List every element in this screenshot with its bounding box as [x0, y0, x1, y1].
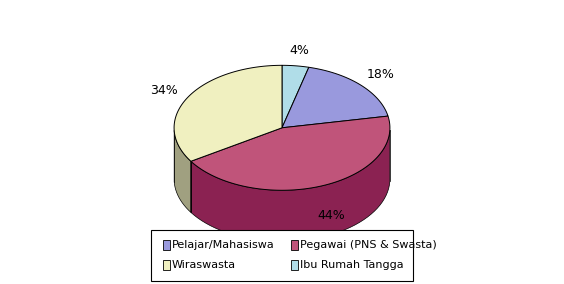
- Polygon shape: [174, 130, 191, 212]
- Bar: [290, 260, 298, 270]
- Polygon shape: [191, 130, 390, 241]
- Bar: [290, 240, 298, 250]
- Text: 18%: 18%: [367, 68, 394, 81]
- Text: 34%: 34%: [150, 84, 178, 97]
- Bar: [163, 240, 170, 250]
- Text: 4%: 4%: [289, 44, 309, 57]
- Polygon shape: [282, 67, 388, 128]
- Text: Ibu Rumah Tangga: Ibu Rumah Tangga: [300, 260, 403, 270]
- Text: Pelajar/Mahasiswa: Pelajar/Mahasiswa: [172, 240, 275, 250]
- Text: 44%: 44%: [318, 209, 346, 222]
- Polygon shape: [191, 116, 390, 190]
- Text: Wiraswasta: Wiraswasta: [172, 260, 236, 270]
- Polygon shape: [282, 65, 309, 128]
- Polygon shape: [174, 65, 282, 161]
- Text: Pegawai (PNS & Swasta): Pegawai (PNS & Swasta): [300, 240, 437, 250]
- FancyBboxPatch shape: [151, 230, 413, 281]
- Bar: [163, 260, 170, 270]
